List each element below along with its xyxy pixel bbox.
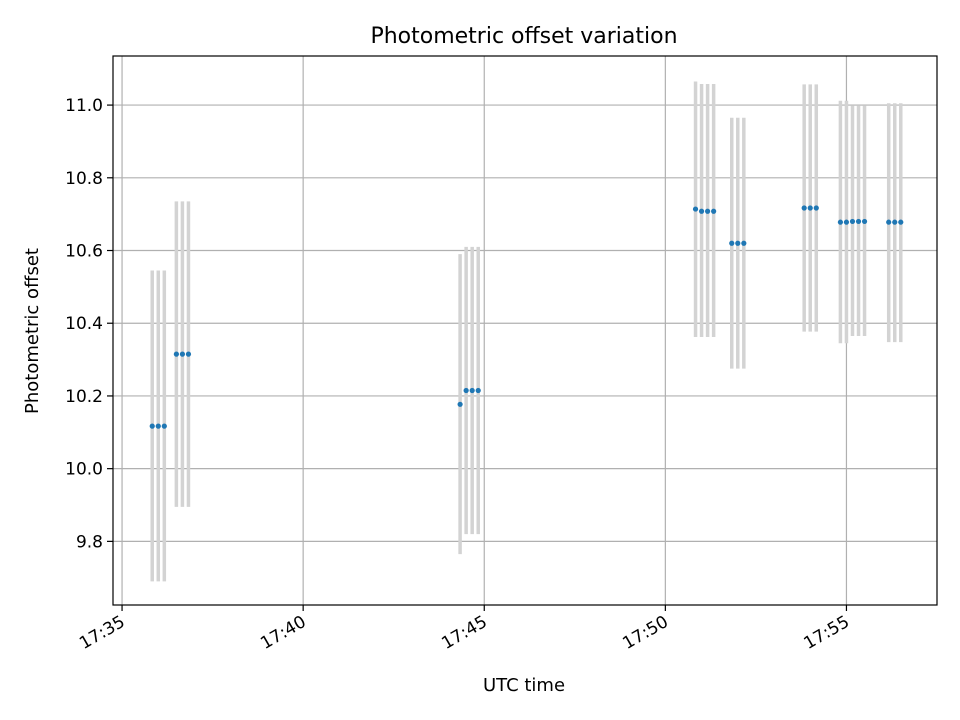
data-point bbox=[179, 351, 186, 357]
data-point bbox=[475, 387, 481, 394]
data-point bbox=[711, 208, 717, 214]
x-axis-title: UTC time bbox=[483, 675, 565, 696]
x-tick-label: 17:40 bbox=[257, 612, 309, 654]
errorbar-layer bbox=[150, 81, 903, 582]
plot-frame bbox=[112, 55, 938, 606]
y-tick-label: 9.8 bbox=[76, 532, 103, 552]
y-axis-title: Photometric offset bbox=[22, 248, 43, 414]
data-point bbox=[173, 351, 179, 357]
data-point bbox=[705, 208, 711, 214]
y-tick-label: 10.8 bbox=[65, 169, 103, 189]
data-point bbox=[729, 240, 735, 246]
data-point bbox=[161, 423, 167, 429]
data-point bbox=[149, 423, 155, 429]
data-point bbox=[861, 218, 868, 225]
data-point bbox=[843, 219, 850, 225]
data-point bbox=[849, 218, 856, 225]
x-tick-label: 17:55 bbox=[801, 612, 853, 654]
y-tick-label: 10.0 bbox=[65, 460, 103, 480]
y-tick-label: 10.6 bbox=[65, 242, 103, 262]
y-tick-label: 10.4 bbox=[65, 314, 103, 334]
x-tick-label: 17:50 bbox=[619, 612, 671, 654]
data-point bbox=[855, 218, 862, 225]
data-point bbox=[813, 205, 819, 211]
data-point bbox=[741, 240, 747, 246]
data-point bbox=[185, 351, 192, 357]
data-point bbox=[692, 206, 699, 212]
data-point bbox=[735, 240, 741, 246]
data-point bbox=[698, 208, 705, 214]
point-layer bbox=[149, 205, 904, 429]
data-point bbox=[892, 219, 898, 225]
y-tick-label: 10.2 bbox=[65, 387, 103, 407]
data-point bbox=[155, 423, 161, 429]
x-tick-label: 17:35 bbox=[76, 612, 128, 654]
chart-title: Photometric offset variation bbox=[370, 24, 677, 49]
data-point bbox=[837, 219, 844, 225]
data-point bbox=[801, 205, 807, 211]
data-point bbox=[886, 219, 892, 225]
y-tick-label: 11.0 bbox=[65, 96, 103, 116]
data-point bbox=[807, 205, 813, 211]
data-point bbox=[463, 387, 469, 394]
data-point bbox=[469, 387, 475, 394]
data-point bbox=[457, 401, 463, 407]
data-point bbox=[898, 219, 904, 225]
grid-layer bbox=[113, 56, 937, 605]
x-tick-label: 17:45 bbox=[438, 612, 490, 654]
